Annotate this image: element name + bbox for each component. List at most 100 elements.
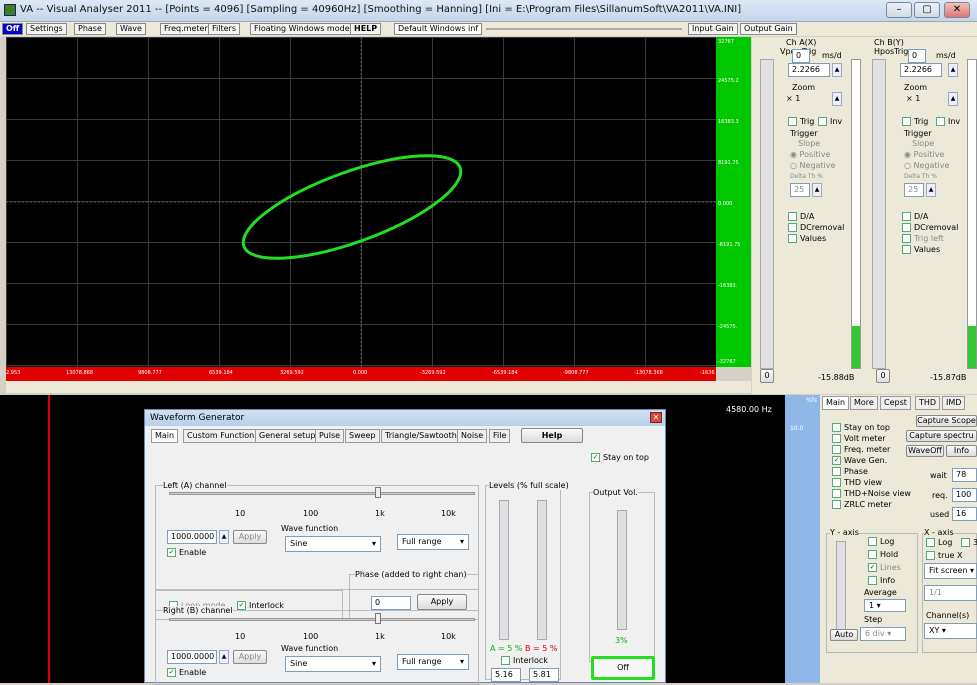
right-enable-checkbox[interactable]: ✓ Enable [167, 668, 207, 677]
phase-apply-button[interactable]: Apply [417, 594, 467, 610]
wave-gen-checkbox[interactable]: ✓ Wave Gen. [832, 456, 888, 465]
cha-zoom-spin[interactable]: ▲ [832, 92, 842, 106]
level-a-slider[interactable] [499, 500, 509, 640]
default-windows-select[interactable]: Default Windows inf [394, 23, 482, 35]
cha-timebase-spin[interactable]: ▲ [832, 63, 842, 77]
cha-inv-checkbox[interactable]: Inv [818, 117, 842, 126]
wave-button[interactable]: Wave [116, 23, 146, 35]
thd-view-checkbox[interactable]: THD view [832, 478, 882, 487]
interlock2-checkbox[interactable]: Interlock [501, 656, 548, 665]
output-gain-button[interactable]: Output Gain [740, 23, 797, 35]
right-range-select[interactable]: Full range ▾ [397, 654, 469, 670]
phase-button[interactable]: Phase [74, 23, 106, 35]
right-frequency-slider[interactable] [169, 618, 475, 621]
tab-more[interactable]: More [850, 396, 878, 410]
chb-zero-button[interactable]: 0 [876, 369, 890, 383]
average-select[interactable]: 1 ▾ [864, 599, 906, 612]
true-x-checkbox[interactable]: true X [926, 551, 962, 560]
level-b-input[interactable]: 5.81 [529, 668, 559, 682]
minimize-button[interactable]: – [886, 2, 912, 18]
floating-windows-button[interactable]: Floating Windows mode [250, 23, 354, 35]
gain-slider[interactable] [486, 28, 682, 30]
cha-values-checkbox[interactable]: Values [788, 234, 826, 243]
x-3-checkbox[interactable]: 3 [961, 538, 977, 547]
y-axis-slider[interactable] [836, 541, 846, 641]
level-b-slider[interactable] [537, 500, 547, 640]
chb-trig-input[interactable]: 0 [908, 49, 926, 63]
tab-triangle-sawtooth[interactable]: Triangle/Sawtooth [381, 429, 461, 443]
right-slider-thumb[interactable] [375, 613, 381, 624]
chb-zoom-spin[interactable]: ▲ [948, 92, 958, 106]
right-wave-function-select[interactable]: Sine ▾ [285, 656, 381, 672]
left-frequency-slider[interactable] [169, 492, 475, 495]
chb-values-checkbox[interactable]: Values [902, 245, 940, 254]
maximize-button[interactable]: ▢ [914, 2, 940, 18]
filters-button[interactable]: Filters [208, 23, 240, 35]
output-volume-slider[interactable] [617, 510, 627, 630]
right-apply-button[interactable]: Apply [233, 650, 267, 664]
chb-timebase-input[interactable]: 2.2266 [900, 63, 942, 77]
tab-noise[interactable]: Noise [457, 429, 488, 443]
volt-meter-checkbox[interactable]: Volt meter [832, 434, 886, 443]
left-slider-thumb[interactable] [375, 487, 381, 498]
left-apply-button[interactable]: Apply [233, 530, 267, 544]
tab-imd[interactable]: IMD [942, 396, 966, 410]
chb-trig-checkbox[interactable]: Trig [902, 117, 928, 126]
info-button[interactable]: Info [946, 445, 977, 457]
level-a-input[interactable]: 5.16 [491, 668, 521, 682]
interlock-checkbox[interactable]: ✓ Interlock [237, 601, 284, 610]
cha-dc-checkbox[interactable]: DCremoval [788, 223, 844, 232]
capture-spectrum-button[interactable]: Capture spectru [906, 430, 977, 442]
help-button[interactable]: HELP [350, 23, 382, 35]
chb-da-checkbox[interactable]: D/A [902, 212, 928, 221]
settings-button[interactable]: Settings [26, 23, 67, 35]
generator-off-button[interactable]: Off [591, 656, 655, 680]
chb-inv-checkbox[interactable]: Inv [936, 117, 960, 126]
lines-checkbox[interactable]: ✓ Lines [868, 563, 901, 572]
scope-scrollbar[interactable] [6, 381, 751, 393]
right-frequency-input[interactable]: 1000.0000 [167, 650, 217, 664]
fit-screen-select[interactable]: Fit screen ▾ [924, 563, 977, 579]
channels-select[interactable]: XY ▾ [924, 623, 977, 639]
dialog-close-button[interactable]: ✕ [650, 412, 662, 423]
cha-trig-input[interactable]: 0 [792, 49, 810, 63]
cha-positive-radio[interactable]: ◉ Positive [790, 150, 831, 159]
y-log-checkbox[interactable]: Log [868, 537, 894, 546]
tab-main[interactable]: Main [822, 396, 850, 410]
left-wave-function-select[interactable]: Sine ▾ [285, 536, 381, 552]
zrlc-meter-checkbox[interactable]: ZRLC meter [832, 500, 892, 509]
phase-input[interactable]: 0 [371, 596, 411, 610]
cha-trig-checkbox[interactable]: Trig [788, 117, 814, 126]
oscilloscope-display[interactable] [6, 37, 716, 367]
cha-da-checkbox[interactable]: D/A [788, 212, 814, 221]
close-button[interactable]: ✕ [944, 2, 970, 18]
chb-trigleft-checkbox[interactable]: Trig left [902, 234, 944, 243]
vpos-slider[interactable] [760, 59, 774, 369]
cha-zero-button[interactable]: 0 [760, 369, 774, 383]
y-info-checkbox[interactable]: Info [868, 576, 895, 585]
tab-general-setup[interactable]: General setup [255, 429, 320, 443]
input-gain-button[interactable]: Input Gain [688, 23, 738, 35]
tab-pulse[interactable]: Pulse [315, 429, 345, 443]
cha-negative-radio[interactable]: ○ Negative [790, 161, 836, 170]
right-frequency-spin[interactable]: ▲ [219, 650, 229, 664]
chb-timebase-spin[interactable]: ▲ [948, 63, 958, 77]
tab-cepst[interactable]: Cepst [880, 396, 911, 410]
chb-delta-input[interactable]: 25 [904, 183, 924, 197]
off-button[interactable]: Off [2, 23, 24, 35]
x-log-checkbox[interactable]: Log [926, 538, 952, 547]
dialog-help-button[interactable]: Help [521, 428, 583, 443]
hpos-slider[interactable] [872, 59, 886, 369]
chb-positive-radio[interactable]: ◉ Positive [904, 150, 945, 159]
cha-delta-spin[interactable]: ▲ [812, 183, 822, 197]
thd-noise-checkbox[interactable]: THD+Noise view [832, 489, 911, 498]
capture-scope-button[interactable]: Capture Scope [916, 415, 977, 427]
tab-file[interactable]: File [489, 429, 511, 443]
auto-button[interactable]: Auto [830, 629, 858, 641]
chb-dc-checkbox[interactable]: DCremoval [902, 223, 958, 232]
chb-delta-spin[interactable]: ▲ [926, 183, 936, 197]
freq-meter-checkbox[interactable]: Freq. meter [832, 445, 890, 454]
stay-on-top-dialog-checkbox[interactable]: ✓ Stay on top [591, 453, 650, 462]
cha-delta-input[interactable]: 25 [790, 183, 810, 197]
stay-on-top-checkbox[interactable]: Stay on top [832, 423, 890, 432]
